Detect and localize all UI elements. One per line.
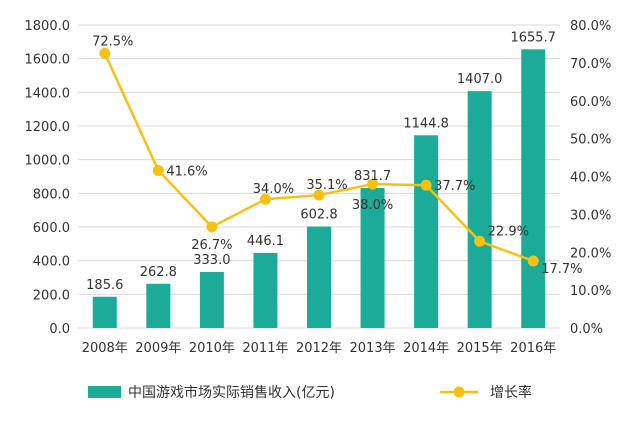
- right-tick-label: 50.0%: [570, 133, 611, 148]
- growth-point: [527, 255, 539, 267]
- right-axis: 0.0% 10.0% 20.0% 30.0% 40.0% 50.0% 60.0% 70.0% 8…: [570, 19, 611, 337]
- left-tick-label: 200.0: [33, 288, 70, 303]
- left-tick-label: 600.0: [33, 221, 70, 236]
- bar: [521, 49, 546, 329]
- bar-value-label: 1655.7: [510, 30, 556, 45]
- bar: [360, 187, 385, 328]
- growth-point: [259, 193, 271, 205]
- left-tick-label: 0.0: [49, 322, 70, 337]
- right-tick-label: 10.0%: [570, 284, 611, 299]
- growth-value-label: 72.5%: [92, 34, 133, 49]
- growth-value-label: 37.7%: [434, 179, 475, 194]
- category-label: 2015年: [457, 341, 503, 356]
- left-tick-label: 1400.0: [25, 86, 71, 101]
- bar-data-labels: 185.6 262.8 333.0 446.1 602.8 831.7 1144.8 1407…: [86, 30, 556, 292]
- growth-point: [99, 47, 111, 59]
- legend-bar-swatch: [88, 386, 121, 398]
- right-tick-label: 30.0%: [570, 208, 611, 223]
- left-tick-label: 400.0: [33, 255, 70, 270]
- legend-line-marker: [453, 386, 465, 398]
- bar-value-label: 333.0: [193, 253, 230, 268]
- line-series: [99, 47, 539, 267]
- bar: [467, 91, 492, 328]
- left-tick-label: 1200.0: [25, 120, 71, 135]
- category-label: 2010年: [189, 341, 235, 356]
- growth-point: [206, 221, 218, 233]
- right-tick-label: 80.0%: [570, 19, 611, 34]
- category-axis: 2008年 2009年 2010年 2011年 2012年 2013年 2014年 2015年…: [82, 341, 557, 356]
- bar: [146, 283, 171, 328]
- bar-value-label: 1407.0: [457, 72, 503, 87]
- bar-value-label: 831.7: [354, 169, 391, 184]
- bar: [253, 252, 278, 328]
- growth-point: [152, 164, 164, 176]
- category-label: 2012年: [296, 341, 342, 356]
- category-label: 2008年: [82, 341, 128, 356]
- bar-value-label: 1144.8: [403, 116, 449, 131]
- right-tick-label: 70.0%: [570, 57, 611, 72]
- growth-value-label: 38.0%: [352, 198, 393, 213]
- right-tick-label: 40.0%: [570, 171, 611, 186]
- right-tick-label: 20.0%: [570, 246, 611, 261]
- growth-value-label: 35.1%: [306, 178, 347, 193]
- growth-point: [474, 235, 486, 247]
- line-data-labels: 72.5% 41.6% 26.7% 34.0% 35.1% 38.0% 37.7% 22.9%…: [92, 34, 582, 277]
- growth-point: [367, 178, 379, 190]
- growth-value-label: 26.7%: [191, 238, 232, 253]
- right-tick-label: 0.0%: [570, 322, 603, 337]
- growth-value-label: 22.9%: [488, 224, 529, 239]
- legend-bar-label: 中国游戏市场实际销售收入(亿元): [128, 384, 335, 401]
- category-label: 2011年: [242, 341, 288, 356]
- left-tick-label: 1600.0: [25, 53, 71, 68]
- bar: [92, 296, 117, 328]
- bar-value-label: 446.1: [247, 234, 284, 249]
- category-label: 2009年: [135, 341, 181, 356]
- bar-value-label: 185.6: [86, 278, 123, 293]
- legend-line-label: 增长率: [490, 384, 532, 401]
- growth-point: [420, 179, 432, 191]
- left-tick-label: 1000.0: [25, 154, 71, 169]
- legend: 中国游戏市场实际销售收入(亿元) 增长率: [88, 384, 532, 401]
- bar-value-label: 262.8: [140, 265, 177, 280]
- growth-value-label: 17.7%: [541, 262, 582, 277]
- category-label: 2013年: [350, 341, 396, 356]
- left-tick-label: 800.0: [33, 187, 70, 202]
- bar: [307, 226, 331, 328]
- category-label: 2014年: [403, 341, 449, 356]
- right-tick-label: 60.0%: [570, 95, 611, 110]
- left-axis: 0.0 200.0 400.0 600.0 800.0 1000.0 1200.0 1400.…: [25, 19, 71, 337]
- growth-value-label: 34.0%: [253, 182, 294, 197]
- left-tick-label: 1800.0: [25, 19, 71, 34]
- bar: [414, 135, 439, 328]
- growth-point: [313, 189, 325, 201]
- bar-value-label: 602.8: [300, 208, 337, 223]
- category-label: 2016年: [510, 341, 556, 356]
- bar: [199, 271, 224, 328]
- growth-value-label: 41.6%: [166, 164, 207, 179]
- bar-series: [92, 49, 546, 329]
